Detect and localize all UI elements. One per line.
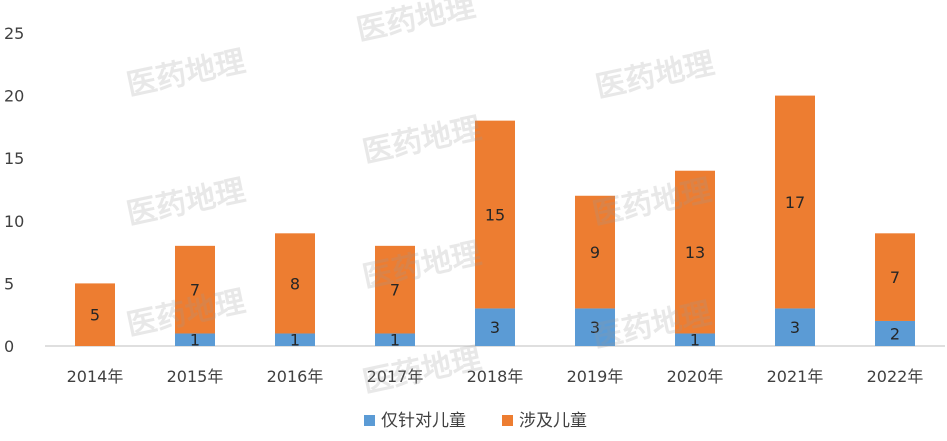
- legend-label: 仅针对儿童: [381, 411, 466, 431]
- watermark-text: 医药地理: [360, 236, 485, 295]
- bar-segment-orange: [675, 170, 715, 334]
- x-axis: 2014年 2015年 2016年 2017年 2018年 2019年 2020年 2021年…: [67, 367, 924, 386]
- y-axis: 0 5 10 15 20 25: [4, 24, 24, 356]
- bar-segment-orange: [475, 120, 515, 309]
- watermark-text: 医药地理: [360, 111, 485, 170]
- watermark-text: 医药地理: [354, 0, 479, 48]
- watermark-text: 医药地理: [360, 341, 485, 400]
- x-tick-label: 2016年: [267, 367, 324, 386]
- data-label: 3: [590, 318, 600, 337]
- bar-segment-orange: [75, 283, 115, 346]
- data-label: 13: [685, 243, 705, 262]
- x-tick-label: 2019年: [567, 367, 624, 386]
- bar-segment-orange: [375, 245, 415, 334]
- bar-segment-blue: [875, 320, 915, 346]
- data-label: 7: [390, 281, 400, 300]
- x-tick-label: 2022年: [867, 367, 924, 386]
- x-tick-label: 2015年: [167, 367, 224, 386]
- data-label: 1: [690, 331, 700, 350]
- x-tick-label: 2021年: [767, 367, 824, 386]
- bar-segment-blue: [775, 308, 815, 346]
- bar-segment-orange: [175, 245, 215, 334]
- watermark-text: 医药地理: [124, 44, 249, 103]
- bar-segment-blue: [175, 333, 215, 346]
- data-label: 3: [490, 318, 500, 337]
- watermark-text: 医药地理: [124, 173, 249, 232]
- x-tick-label: 2018年: [467, 367, 524, 386]
- data-label: 15: [485, 206, 505, 225]
- x-tick-label: 2014年: [67, 367, 124, 386]
- bar-segment-blue: [575, 308, 615, 346]
- legend-swatch: [502, 415, 513, 426]
- y-tick-label: 10: [4, 212, 24, 231]
- data-label: 17: [785, 193, 805, 212]
- bar-segment-blue: [475, 308, 515, 346]
- data-label: 9: [590, 243, 600, 262]
- data-label: 1: [290, 331, 300, 350]
- bar-segment-orange: [575, 195, 615, 309]
- data-label: 1: [190, 331, 200, 350]
- data-label: 8: [290, 274, 300, 293]
- y-tick-label: 20: [4, 87, 24, 106]
- y-tick-label: 0: [4, 337, 14, 356]
- data-label: 2: [890, 324, 900, 343]
- data-label: 1: [390, 331, 400, 350]
- bar-segment-blue: [675, 333, 715, 346]
- bar-segment-blue: [275, 333, 315, 346]
- y-tick-label: 5: [4, 274, 14, 293]
- legend-swatch: [364, 415, 375, 426]
- bar-segment-orange: [775, 95, 815, 309]
- data-label: 7: [890, 268, 900, 287]
- y-tick-label: 25: [4, 24, 24, 43]
- watermark-text: 医药地理: [593, 46, 718, 105]
- y-tick-label: 15: [4, 149, 24, 168]
- x-tick-label: 2020年: [667, 367, 724, 386]
- bar-segment-orange: [275, 233, 315, 334]
- data-label: 3: [790, 318, 800, 337]
- data-label: 5: [90, 306, 100, 325]
- bar-segment-blue: [375, 333, 415, 346]
- legend-label: 涉及儿童: [519, 411, 587, 431]
- data-label: 7: [190, 281, 200, 300]
- bar-segment-orange: [875, 233, 915, 321]
- legend: 仅针对儿童 涉及儿童: [364, 411, 587, 431]
- x-tick-label: 2017年: [367, 367, 424, 386]
